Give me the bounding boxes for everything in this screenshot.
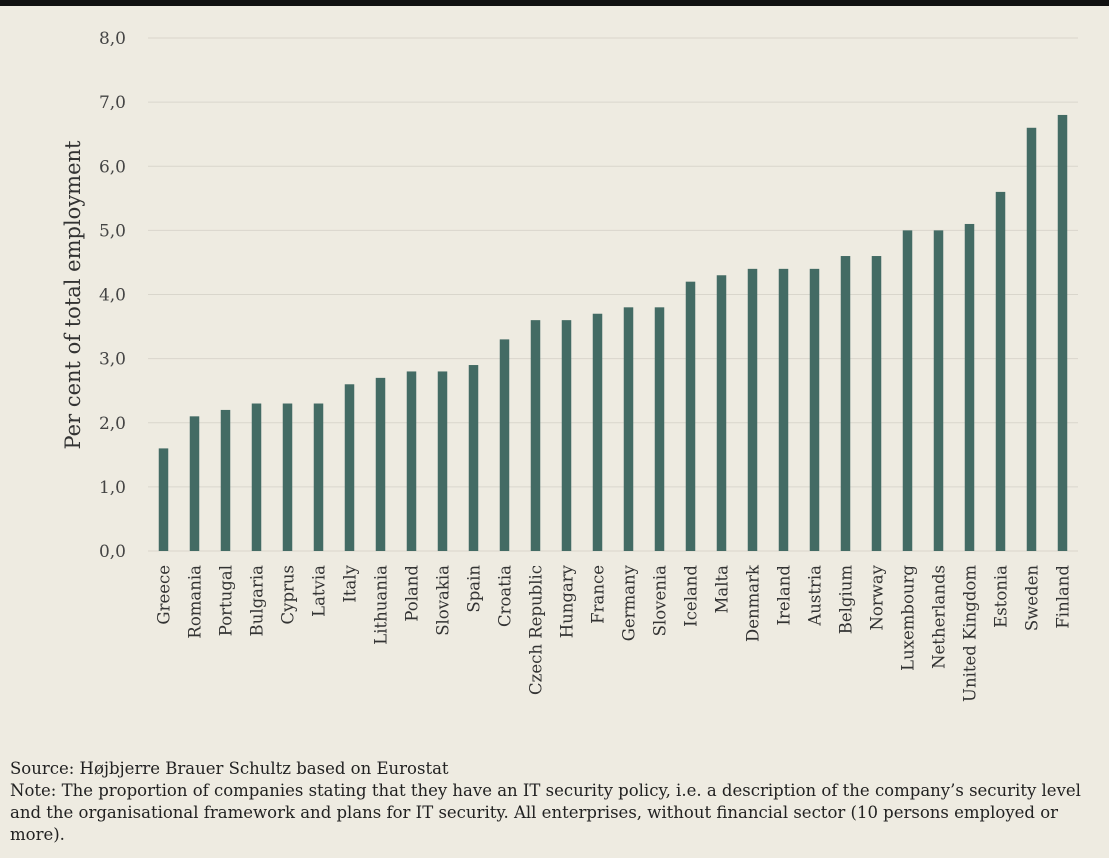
x-category-label: Sweden [1023, 565, 1042, 632]
bars [159, 115, 1068, 551]
x-category-label: Cyprus [279, 565, 298, 625]
x-category-label: Luxembourg [899, 565, 918, 671]
x-category-label: Poland [403, 565, 422, 622]
x-category-label: Hungary [558, 564, 577, 638]
x-category-label: Slovenia [651, 565, 670, 637]
bar [1058, 115, 1068, 551]
x-category-label: Greece [155, 565, 174, 625]
x-category-label: Ireland [775, 565, 794, 626]
y-tick-label: 1,0 [99, 478, 126, 498]
bar [655, 307, 665, 551]
x-category-label: Portugal [217, 565, 236, 636]
x-category-label: Romania [186, 565, 205, 639]
bar [221, 410, 231, 551]
note-text: Note: The proportion of companies statin… [10, 780, 1100, 846]
bar [934, 230, 944, 551]
bar [376, 378, 386, 551]
x-category-label: Croatia [496, 565, 515, 627]
bar [159, 448, 169, 551]
bar [531, 320, 541, 551]
x-category-label: Bulgaria [248, 565, 267, 637]
y-tick-label: 6,0 [99, 157, 126, 177]
y-tick-label: 2,0 [99, 414, 126, 434]
x-axis-category-labels: Greece Romania Portugal Bulgaria Cyprus Latvi… [155, 564, 1073, 702]
x-category-label: Belgium [837, 565, 856, 635]
x-category-label: Netherlands [930, 565, 949, 669]
bar [841, 256, 851, 551]
bar [469, 365, 479, 551]
x-category-label: Malta [713, 565, 732, 614]
bar [810, 269, 820, 551]
bar [438, 371, 448, 551]
source-text: Source: Højbjerre Brauer Schultz based o… [10, 758, 1100, 780]
bar [965, 224, 975, 551]
x-category-label: Spain [465, 565, 484, 613]
x-category-label: Finland [1054, 565, 1073, 629]
bar [562, 320, 572, 551]
bar [1027, 128, 1037, 551]
bar [190, 416, 200, 551]
x-category-label: Lithuania [372, 565, 391, 645]
bar [717, 275, 727, 551]
y-tick-label: 4,0 [99, 286, 126, 306]
x-category-label: Slovakia [434, 565, 453, 636]
bar [407, 371, 417, 551]
y-tick-label: 5,0 [99, 221, 126, 241]
y-tick-label: 7,0 [99, 93, 126, 113]
bar-chart: 0,0 1,0 2,0 3,0 4,0 5,0 6,0 7,0 8,0 Greece Romani… [0, 0, 1109, 750]
bar [903, 230, 913, 551]
x-category-label: Iceland [682, 565, 701, 627]
x-category-label: Latvia [310, 565, 329, 617]
bar [345, 384, 355, 551]
bar [686, 282, 696, 551]
bar [500, 339, 510, 551]
x-category-label: Denmark [744, 564, 763, 642]
bar [748, 269, 758, 551]
chart-notes: Source: Højbjerre Brauer Schultz based o… [10, 758, 1100, 846]
bar [996, 192, 1006, 551]
x-category-label: Estonia [992, 565, 1011, 628]
y-tick-label: 0,0 [99, 542, 126, 562]
x-category-label: United Kingdom [961, 565, 980, 702]
x-category-label: France [589, 565, 608, 624]
x-category-label: Norway [868, 564, 887, 630]
y-axis-ticks: 0,0 1,0 2,0 3,0 4,0 5,0 6,0 7,0 8,0 [99, 29, 126, 562]
x-category-label: Czech Republic [527, 565, 546, 695]
bar [252, 404, 262, 551]
bar [624, 307, 634, 551]
bar [314, 404, 324, 551]
x-category-label: Italy [341, 564, 360, 602]
y-tick-label: 3,0 [99, 350, 126, 370]
bar [283, 404, 293, 551]
bar [593, 314, 603, 551]
y-tick-label: 8,0 [99, 29, 126, 49]
x-category-label: Germany [620, 564, 639, 641]
x-category-label: Austria [806, 565, 825, 627]
bar [872, 256, 882, 551]
y-axis-title: Per cent of total employment [61, 140, 85, 450]
bar [779, 269, 789, 551]
